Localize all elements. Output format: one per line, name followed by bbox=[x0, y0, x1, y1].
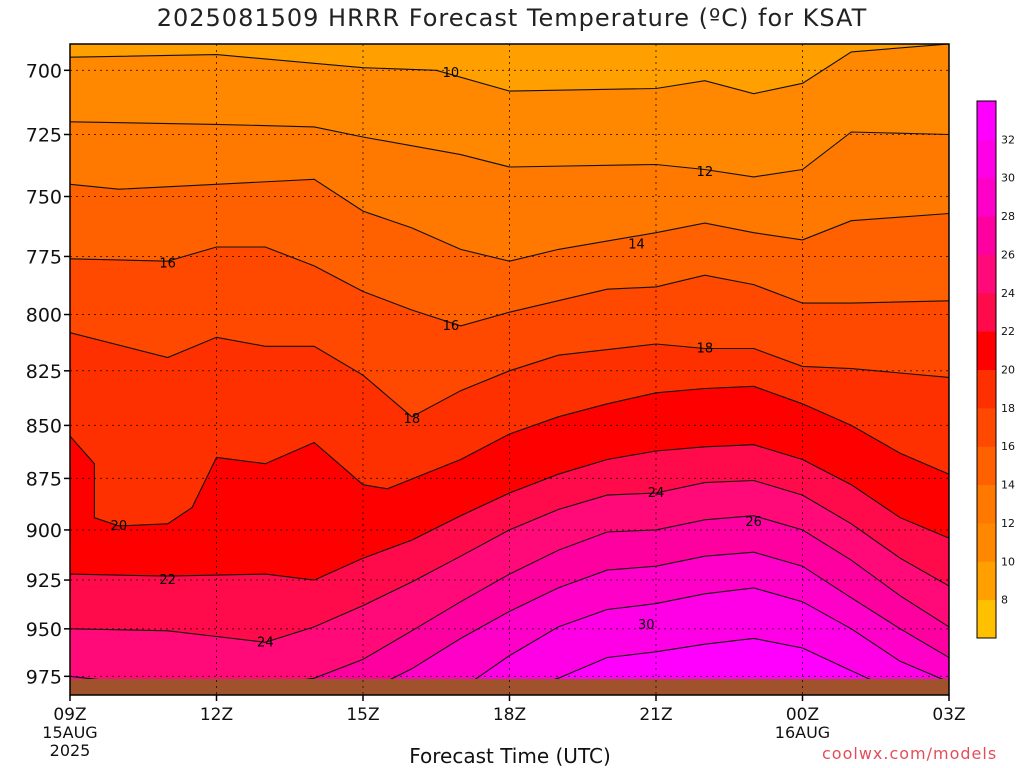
contour-10 bbox=[70, 44, 949, 95]
x-axis-label: Forecast Time (UTC) bbox=[409, 744, 611, 768]
contour-label-0: 10 bbox=[443, 66, 460, 81]
colorbar-segment-13 bbox=[977, 101, 996, 140]
contour-label-6: 18 bbox=[697, 342, 714, 357]
colorbar-label-18: 18 bbox=[1001, 402, 1015, 415]
y-tick-label-950: 950 bbox=[26, 619, 62, 641]
colorbar-segment-4 bbox=[977, 446, 996, 486]
contour-lines bbox=[70, 44, 949, 695]
contour-label-7: 20 bbox=[111, 519, 128, 534]
x-tick-label-4: 21Z bbox=[639, 705, 672, 725]
colorbar-label-22: 22 bbox=[1001, 325, 1015, 338]
y-tick-label-700: 700 bbox=[26, 60, 62, 82]
contour-label-8: 22 bbox=[159, 573, 176, 588]
contour-30 bbox=[460, 587, 949, 690]
colorbar-segment-12 bbox=[977, 139, 996, 179]
watermark: coolwx.com/models bbox=[822, 744, 998, 763]
grid-lines bbox=[69, 44, 950, 695]
colorbar-label-32: 32 bbox=[1001, 133, 1015, 146]
contour-label-9: 24 bbox=[257, 635, 274, 650]
colorbar-segment-6 bbox=[977, 369, 996, 409]
colorbar-label-10: 10 bbox=[1001, 555, 1015, 568]
colorbar-segment-0 bbox=[977, 599, 996, 639]
contour-label-12: 30 bbox=[638, 618, 655, 633]
colorbar-label-16: 16 bbox=[1001, 440, 1015, 453]
colorbar-label-20: 20 bbox=[1001, 364, 1015, 377]
contour-label-10: 24 bbox=[648, 486, 665, 501]
colorbar-segment-5 bbox=[977, 407, 996, 447]
colorbar-segment-3 bbox=[977, 484, 996, 524]
colorbar-frame bbox=[976, 100, 997, 639]
contour-label-2: 14 bbox=[628, 238, 645, 253]
x-tick-label-3: 18Z bbox=[493, 705, 526, 725]
contour-label-3: 16 bbox=[159, 257, 176, 272]
x-tick-sublabel-0-1: 2025 bbox=[50, 741, 91, 760]
contour-12 bbox=[70, 121, 949, 178]
contour-18 bbox=[70, 332, 949, 418]
contour-label-4: 16 bbox=[443, 319, 460, 334]
x-tick-label-0: 09Z bbox=[53, 705, 86, 725]
colorbar-segment-10 bbox=[977, 216, 996, 255]
colorbar-segment-1 bbox=[977, 561, 996, 601]
y-tick-label-900: 900 bbox=[26, 520, 62, 542]
chart-title: 2025081509 HRRR Forecast Temperature (ºC… bbox=[156, 4, 868, 32]
x-tick-label-6: 03Z bbox=[932, 705, 965, 725]
y-tick-label-875: 875 bbox=[26, 468, 62, 490]
contour-label-1: 12 bbox=[697, 165, 714, 180]
x-tick-label-1: 12Z bbox=[200, 705, 233, 725]
y-tick-label-850: 850 bbox=[26, 415, 62, 437]
y-tick-label-725: 725 bbox=[26, 124, 62, 146]
contour-22 bbox=[70, 444, 949, 581]
colorbar-label-26: 26 bbox=[1001, 248, 1015, 261]
x-tick-sublabel-0-0: 15AUG bbox=[42, 723, 97, 742]
y-tick-label-925: 925 bbox=[26, 570, 62, 592]
y-tick-label-800: 800 bbox=[26, 305, 62, 327]
x-tick-label-2: 15Z bbox=[346, 705, 379, 725]
colorbar: 8 10 12 14 16 18 20 22 24 26 28 30 32 bbox=[976, 100, 1015, 639]
colorbar-segment-7 bbox=[977, 331, 996, 370]
colorbar-label-12: 12 bbox=[1001, 517, 1015, 530]
colorbar-segment-11 bbox=[977, 177, 996, 217]
contour-26 bbox=[70, 515, 949, 694]
colorbar-segment-8 bbox=[977, 292, 996, 332]
colorbar-segment-9 bbox=[977, 254, 996, 294]
temperature-bands bbox=[70, 44, 949, 695]
y-tick-label-825: 825 bbox=[26, 361, 62, 383]
contour-24 bbox=[70, 479, 949, 643]
contour-label-11: 26 bbox=[745, 515, 762, 530]
colorbar-label-24: 24 bbox=[1001, 287, 1015, 300]
y-tick-label-750: 750 bbox=[26, 186, 62, 208]
colorbar-segment-2 bbox=[977, 522, 996, 562]
y-tick-label-775: 775 bbox=[26, 246, 62, 268]
colorbar-label-8: 8 bbox=[1001, 594, 1008, 607]
colorbar-label-30: 30 bbox=[1001, 172, 1015, 185]
x-tick-label-5: 00Z bbox=[786, 705, 819, 725]
contour-20 bbox=[70, 385, 949, 527]
y-tick-label-975: 975 bbox=[26, 666, 62, 688]
contour-label-5: 18 bbox=[404, 412, 421, 427]
y-axis: 700 725 750 775 800 825 850 875 900 925 950 975 bbox=[26, 60, 70, 688]
colorbar-label-14: 14 bbox=[1001, 479, 1015, 492]
contour-labels: 10 12 14 16 16 18 18 20 22 24 24 26 30 bbox=[111, 66, 762, 650]
colorbar-label-28: 28 bbox=[1001, 210, 1015, 223]
x-tick-sublabel-5-0: 16AUG bbox=[775, 723, 830, 742]
contour-32 bbox=[509, 637, 901, 695]
contour-16 bbox=[70, 246, 949, 327]
